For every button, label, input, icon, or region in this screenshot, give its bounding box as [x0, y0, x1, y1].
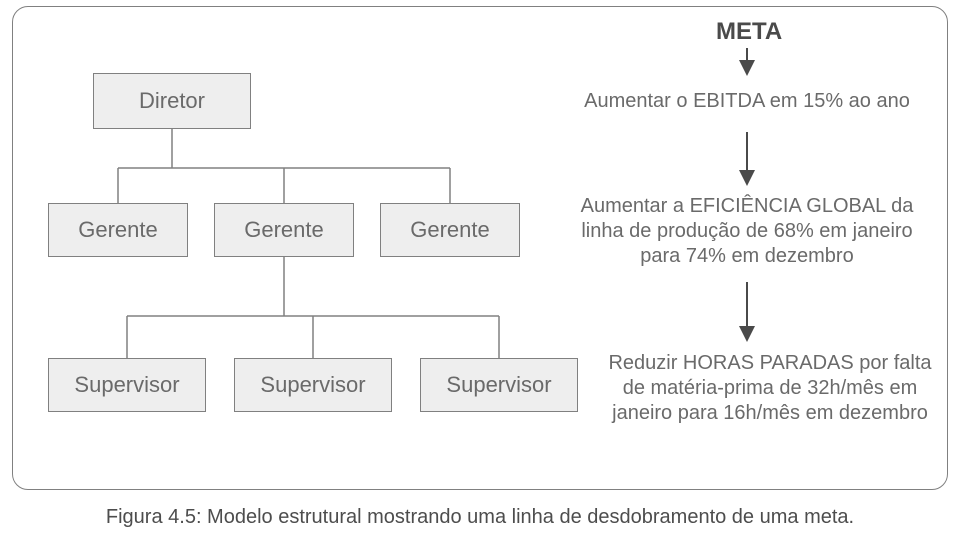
box-supervisor-2: Supervisor: [234, 358, 392, 412]
label-gerente-1: Gerente: [78, 217, 158, 243]
label-diretor: Diretor: [139, 88, 205, 114]
figure-caption: Figura 4.5: Modelo estrutural mostrando …: [0, 506, 960, 529]
meta-text-3: Reduzir HORAS PARADAS por falta de matér…: [600, 340, 940, 436]
label-supervisor-3: Supervisor: [446, 372, 551, 398]
box-gerente-3: Gerente: [380, 203, 520, 257]
box-diretor: Diretor: [93, 73, 251, 129]
meta-heading: META: [716, 18, 782, 46]
box-supervisor-1: Supervisor: [48, 358, 206, 412]
meta-text-2: Aumentar a EFICIÊNCIA GLOBAL da linha de…: [566, 183, 928, 279]
box-supervisor-3: Supervisor: [420, 358, 578, 412]
label-gerente-2: Gerente: [244, 217, 324, 243]
box-gerente-1: Gerente: [48, 203, 188, 257]
label-gerente-3: Gerente: [410, 217, 490, 243]
label-supervisor-2: Supervisor: [260, 372, 365, 398]
label-supervisor-1: Supervisor: [74, 372, 179, 398]
meta-text-1: Aumentar o EBITDA em 15% ao ano: [566, 73, 928, 129]
box-gerente-2: Gerente: [214, 203, 354, 257]
